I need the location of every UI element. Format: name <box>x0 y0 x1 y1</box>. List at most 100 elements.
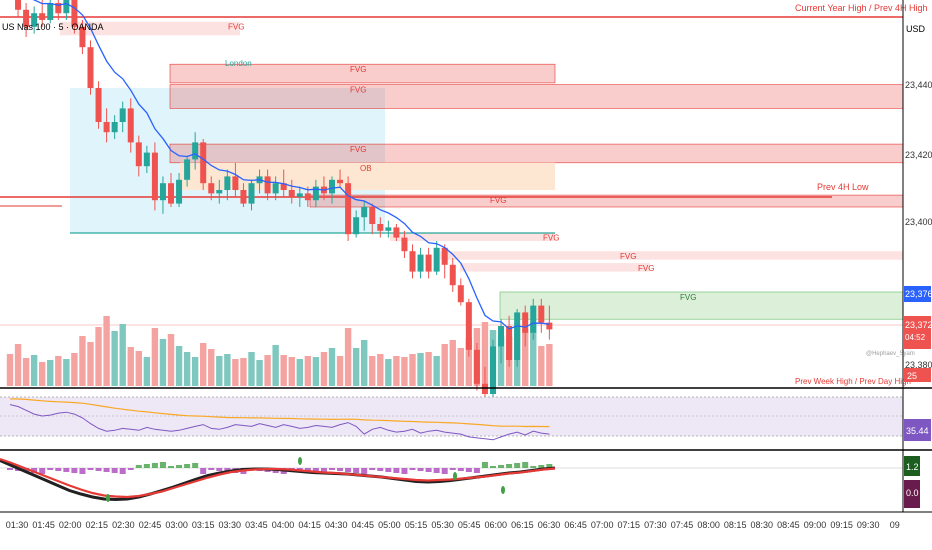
candle-body[interactable] <box>208 183 215 194</box>
candle-body[interactable] <box>87 47 94 88</box>
volume-bar <box>55 356 62 386</box>
candle-body[interactable] <box>192 142 199 160</box>
price-tag[interactable] <box>904 368 931 382</box>
candle-body[interactable] <box>280 183 287 190</box>
candle-body[interactable] <box>184 159 191 180</box>
volume-bar <box>409 354 416 386</box>
candle-body[interactable] <box>449 264 456 286</box>
price-axis-label: 23,440.0 <box>905 80 932 90</box>
candle-body[interactable] <box>353 217 360 235</box>
candle-body[interactable] <box>168 183 174 204</box>
time-axis-label: 09 <box>890 520 900 530</box>
candle-body[interactable] <box>506 326 513 360</box>
volume-bar <box>159 339 167 386</box>
candle-body[interactable] <box>31 13 38 27</box>
candle-body[interactable] <box>481 383 488 394</box>
year-high-label: Current Year High / Prev 4H High <box>795 3 928 13</box>
price-tag[interactable] <box>904 335 931 349</box>
candle-body[interactable] <box>417 254 424 272</box>
volume-bar <box>312 357 320 386</box>
candle-body[interactable] <box>23 9 30 27</box>
volume-bar <box>103 316 110 386</box>
candle-body[interactable] <box>151 152 158 201</box>
candle-body[interactable] <box>200 142 207 184</box>
osc-histogram-bar <box>168 466 174 468</box>
candle-body[interactable] <box>15 0 22 10</box>
candle-body[interactable] <box>143 152 150 167</box>
volume-bar <box>71 353 78 386</box>
candle-body[interactable] <box>522 312 529 333</box>
candle-body[interactable] <box>39 13 46 20</box>
candle-body[interactable] <box>490 346 496 394</box>
candle-body[interactable] <box>369 207 376 224</box>
price-tag[interactable] <box>904 286 931 302</box>
candle-body[interactable] <box>63 0 70 14</box>
price-tag-text: 23,372.4 <box>905 320 932 330</box>
candle-body[interactable] <box>441 247 448 265</box>
osc-histogram-bar <box>143 464 150 468</box>
volume-bar <box>248 352 255 386</box>
volume-bar <box>264 355 271 386</box>
candle-body[interactable] <box>345 183 352 235</box>
prev-4h-low-label: Prev 4H Low <box>817 182 869 192</box>
osc-histogram-bar <box>7 468 13 470</box>
candle-body[interactable] <box>393 227 400 238</box>
candle-body[interactable] <box>538 305 545 323</box>
candle-body[interactable] <box>55 3 62 14</box>
time-axis-label: 02:45 <box>139 520 162 530</box>
candle-body[interactable] <box>514 312 521 360</box>
candle-body[interactable] <box>457 285 464 303</box>
candle-body[interactable] <box>47 3 54 20</box>
candle-body[interactable] <box>296 193 303 197</box>
candle-body[interactable] <box>361 207 368 218</box>
candle-body[interactable] <box>312 186 319 201</box>
time-axis-label: 07:45 <box>671 520 694 530</box>
candle-body[interactable] <box>377 224 384 231</box>
candle-body[interactable] <box>337 179 344 184</box>
candle-body[interactable] <box>409 251 416 272</box>
symbol-title[interactable]: US Nas 100 · 5 · OANDA <box>2 22 104 32</box>
candle-body[interactable] <box>264 176 271 194</box>
candle-body[interactable] <box>103 122 110 133</box>
candle-body[interactable] <box>329 179 335 194</box>
candle-body[interactable] <box>159 183 166 201</box>
candle-body[interactable] <box>401 237 408 252</box>
candle-body[interactable] <box>288 190 295 197</box>
candle-body[interactable] <box>433 247 440 272</box>
fvg-zone <box>440 251 903 260</box>
fvg-zone <box>169 143 904 164</box>
candle-body[interactable] <box>135 142 142 167</box>
candle-body[interactable] <box>111 122 118 133</box>
time-axis-label: 03:45 <box>245 520 268 530</box>
candle-body[interactable] <box>473 349 480 384</box>
candle-body[interactable] <box>248 183 255 204</box>
candle-body[interactable] <box>176 179 183 204</box>
candle-body[interactable] <box>95 88 102 122</box>
candle-body[interactable] <box>272 183 279 194</box>
candle-body[interactable] <box>216 190 223 194</box>
osc-histogram-bar <box>224 468 231 472</box>
fvg-label: FVG <box>680 293 696 302</box>
osc-black-line <box>0 459 556 502</box>
candle-body[interactable] <box>240 190 247 204</box>
candle-body[interactable] <box>385 227 392 231</box>
candle-body[interactable] <box>224 176 231 190</box>
candle-body[interactable] <box>498 326 505 347</box>
osc-histogram-bar <box>433 468 440 473</box>
candle-body[interactable] <box>71 0 78 27</box>
candle-body[interactable] <box>530 305 537 333</box>
candle-body[interactable] <box>546 322 553 330</box>
candle-body[interactable] <box>119 108 126 122</box>
osc-histogram-bar <box>377 468 384 471</box>
candle-body[interactable] <box>465 302 472 350</box>
candle-body[interactable] <box>425 254 432 272</box>
candle-body[interactable] <box>127 108 134 143</box>
volume-bar <box>401 357 408 386</box>
candle-body[interactable] <box>304 193 311 201</box>
candle-body[interactable] <box>79 26 86 48</box>
candle-body[interactable] <box>232 176 239 190</box>
volume-bar <box>232 359 239 386</box>
volume-bar <box>352 348 360 386</box>
